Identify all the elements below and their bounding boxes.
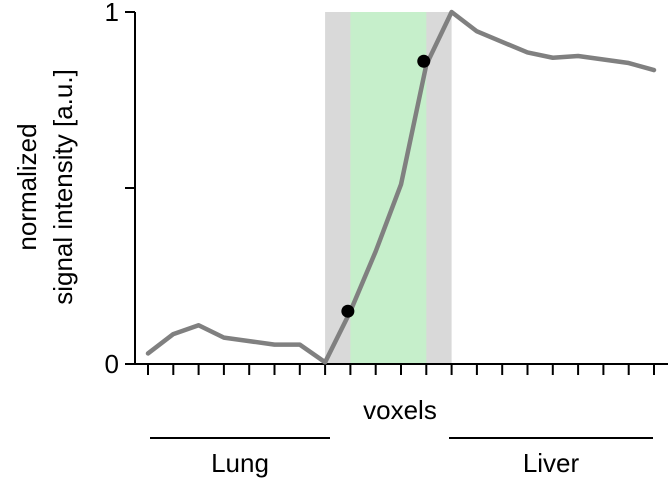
y-axis-label-line1: normalized xyxy=(12,123,42,250)
group-label-liver: Liver xyxy=(523,448,580,478)
series-layer xyxy=(145,9,657,365)
marker-point-0 xyxy=(341,304,355,318)
y-tick-label-2: 1 xyxy=(105,0,119,27)
shaded-region-1 xyxy=(350,12,427,364)
y-ticks: 01 xyxy=(105,0,135,379)
x-axis-label: voxels xyxy=(363,395,437,425)
marker-point-1 xyxy=(417,54,431,68)
x-ticks xyxy=(147,364,655,375)
y-tick-label-0: 0 xyxy=(105,349,119,379)
y-axis-label: normalized signal intensity [a.u.] xyxy=(12,69,78,305)
markers-layer xyxy=(341,54,431,318)
y-axis-label-line2: signal intensity [a.u.] xyxy=(48,69,78,305)
series-line-0 xyxy=(145,9,657,365)
group-brackets: Lung Liver xyxy=(150,437,653,478)
group-label-lung: Lung xyxy=(211,448,269,478)
